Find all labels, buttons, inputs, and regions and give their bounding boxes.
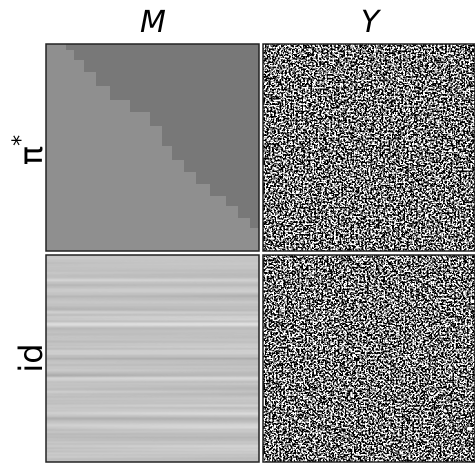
column-label: M — [140, 5, 166, 40]
panel-border — [262, 254, 475, 463]
svg-text:π*: π* — [9, 135, 50, 165]
row-label-superscript: * — [9, 135, 34, 146]
row-label-text: id — [12, 343, 50, 372]
dark-region — [66, 44, 259, 228]
panel-border — [262, 43, 475, 252]
stripe-texture — [46, 255, 259, 462]
panel-border — [45, 254, 260, 463]
panel-y-pi — [262, 43, 475, 252]
panel-m-pi — [45, 43, 260, 252]
panel-y-id — [262, 254, 475, 463]
panel-m-id — [45, 254, 260, 463]
panel-border — [45, 43, 260, 252]
column-label: Y — [361, 5, 382, 40]
row-label: id — [12, 343, 50, 372]
noise-texture — [263, 44, 475, 251]
row-label: π* — [9, 135, 50, 165]
noise-texture — [263, 255, 475, 462]
row-label-symbol: π — [12, 146, 50, 165]
